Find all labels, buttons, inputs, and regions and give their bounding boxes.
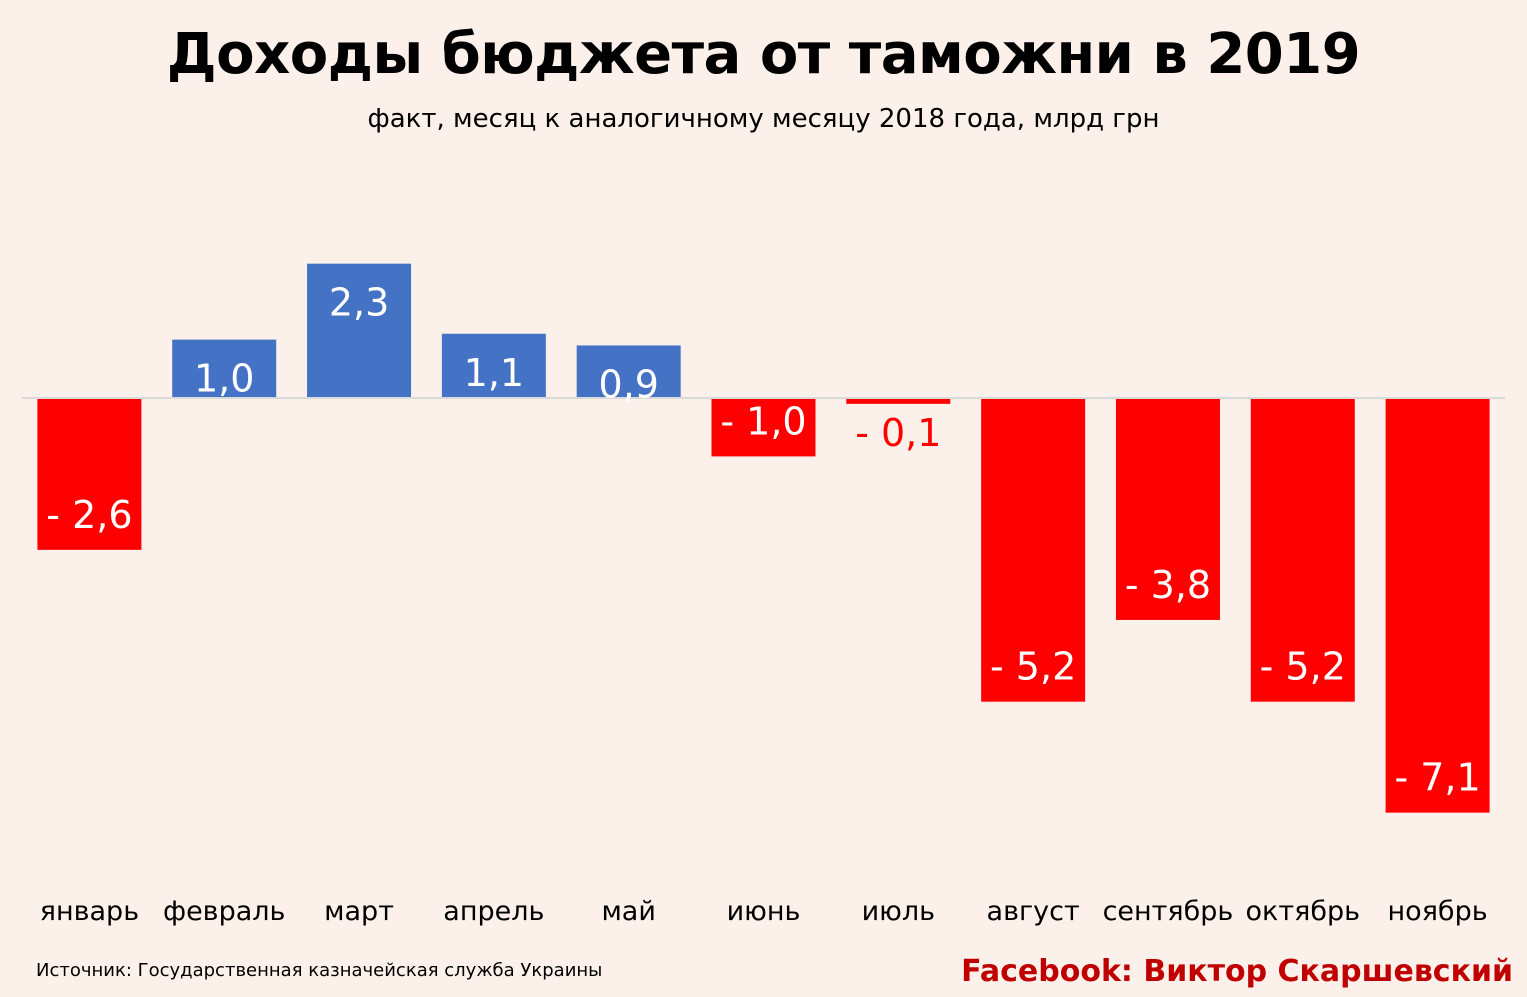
bar-10 (1385, 398, 1490, 813)
category-label-4: май (601, 896, 655, 927)
bar-2 (307, 263, 412, 398)
bar-9 (1250, 398, 1355, 702)
category-label-6: июль (862, 896, 935, 927)
author-credit: Facebook: Виктор Скаршевский (961, 954, 1513, 989)
category-label-1: февраль (163, 896, 285, 927)
data-label-4: 0,9 (598, 362, 658, 406)
data-label-3: 1,1 (464, 351, 524, 395)
bar-3 (441, 333, 546, 398)
category-label-8: сентябрь (1103, 896, 1234, 927)
bar-0 (37, 398, 142, 550)
bar-5 (711, 398, 816, 457)
category-label-7: август (987, 896, 1080, 927)
data-label-1: 1,0 (194, 357, 254, 401)
data-label-9: - 5,2 (1260, 645, 1346, 689)
category-label-5: июнь (727, 896, 801, 927)
data-label-10: - 7,1 (1394, 756, 1480, 800)
chart-title: Доходы бюджета от таможни в 2019 (166, 22, 1361, 87)
bar-1 (172, 339, 277, 398)
data-label-2: 2,3 (329, 281, 389, 325)
data-label-8: - 3,8 (1125, 563, 1211, 607)
data-label-6: - 0,1 (855, 411, 941, 455)
bar-6 (846, 398, 951, 404)
category-label-10: ноябрь (1388, 896, 1488, 927)
bar-7 (981, 398, 1086, 702)
data-label-7: - 5,2 (990, 645, 1076, 689)
category-label-0: январь (40, 896, 139, 927)
chart-subtitle: факт, месяц к аналогичному месяцу 2018 г… (367, 104, 1160, 134)
category-label-9: октябрь (1246, 896, 1361, 927)
bar-4 (576, 345, 681, 398)
category-label-2: март (324, 896, 394, 927)
source-note: Источник: Государственная казначейская с… (36, 960, 603, 981)
category-label-3: апрель (443, 896, 544, 927)
data-label-0: - 2,6 (46, 493, 132, 537)
bar-8 (1115, 398, 1220, 620)
data-label-5: - 1,0 (720, 399, 806, 443)
